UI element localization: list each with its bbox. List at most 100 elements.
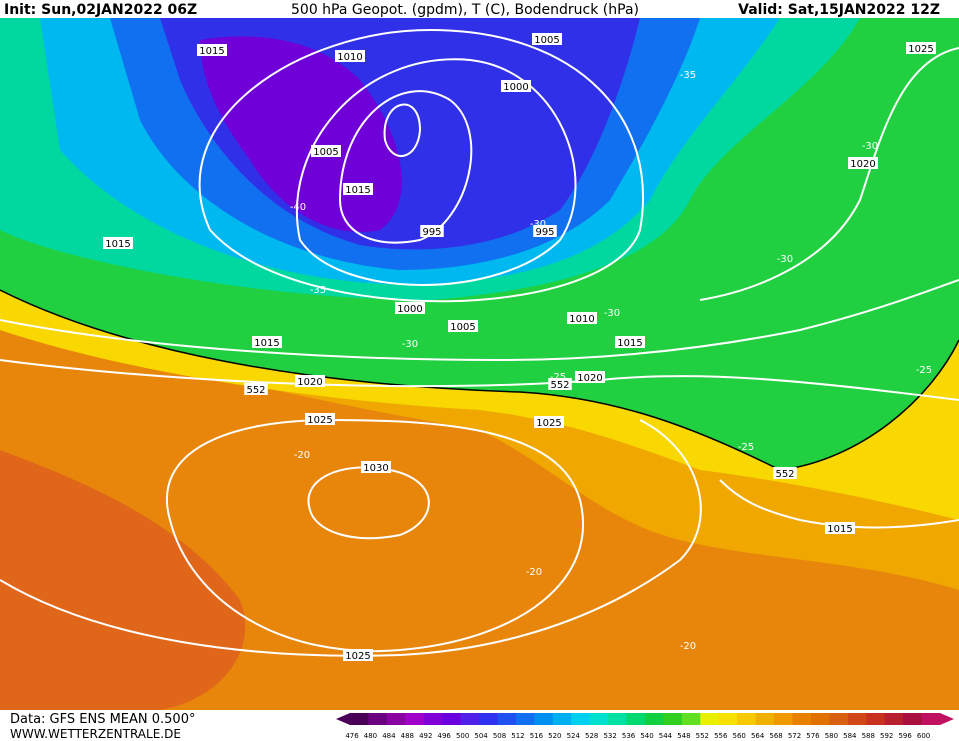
colorbar-arrow-left xyxy=(336,713,350,725)
colorbar-tick-label: 576 xyxy=(806,732,820,740)
pressure-label: 1025 xyxy=(536,418,561,429)
pressure-label: 1000 xyxy=(503,82,528,93)
colorbar-swatch xyxy=(645,713,664,725)
colorbar-tick-label: 488 xyxy=(401,732,414,740)
pressure-label: 1005 xyxy=(450,322,475,333)
init-time: Init: Sun,02JAN2022 06Z xyxy=(4,2,197,18)
colorbar-swatch xyxy=(737,713,757,725)
temperature-label: -30 xyxy=(530,219,546,230)
label-box xyxy=(395,302,425,314)
label-box xyxy=(615,336,645,348)
colorbar-tick-label: 548 xyxy=(677,732,690,740)
label-box xyxy=(548,378,572,390)
contour-552 xyxy=(0,289,959,471)
pressure-label: 995 xyxy=(422,227,441,238)
pressure-label: 1000 xyxy=(397,304,422,315)
label-box xyxy=(420,225,444,237)
pressure-label: 1025 xyxy=(908,44,933,55)
colorbar-swatch xyxy=(442,713,462,725)
colorbar-tick-label: 524 xyxy=(567,732,581,740)
colorbar-tick-label: 512 xyxy=(511,732,524,740)
label-box xyxy=(501,80,531,92)
colorbar-swatch xyxy=(663,713,683,725)
colorbar-tick-label: 544 xyxy=(659,732,673,740)
temperature-label: -30 xyxy=(402,339,418,350)
colorbar-tick-label: 564 xyxy=(751,732,765,740)
temperature-label: -30 xyxy=(862,141,878,152)
label-box xyxy=(335,50,365,62)
colorbar-tick-label: 600 xyxy=(917,732,930,740)
colorbar-tick-label: 596 xyxy=(898,732,912,740)
colorbar-swatch xyxy=(774,713,793,725)
label-box xyxy=(103,237,133,249)
colorbar-swatch xyxy=(718,713,738,725)
colorbar-swatch xyxy=(589,713,609,725)
colorbar-swatch xyxy=(681,713,701,725)
colorbar-tick-label: 580 xyxy=(825,732,838,740)
pressure-label: 1020 xyxy=(850,159,875,170)
colorbar-tick-label: 536 xyxy=(622,732,636,740)
label-box xyxy=(305,413,335,425)
valid-time: Valid: Sat,15JAN2022 12Z xyxy=(738,2,940,18)
label-box xyxy=(532,33,562,45)
label-box xyxy=(575,371,605,383)
temperature-label: -35 xyxy=(310,285,326,296)
colorbar-swatch xyxy=(368,713,388,725)
label-box xyxy=(361,461,391,473)
temperature-label: -30 xyxy=(777,254,793,265)
temperature-label: -25 xyxy=(916,365,932,376)
temperature-label: -20 xyxy=(526,567,542,578)
colorbar-swatch xyxy=(552,713,572,725)
colorbar-tick-label: 496 xyxy=(438,732,452,740)
colorbar-swatch xyxy=(479,713,498,725)
colorbar-tick-label: 516 xyxy=(530,732,544,740)
colorbar-swatch xyxy=(866,713,886,725)
pressure-label: 1020 xyxy=(297,377,322,388)
pressure-label: 1025 xyxy=(307,415,332,426)
colorbar-swatch xyxy=(903,713,923,725)
temperature-label: -25 xyxy=(550,372,566,383)
colorbar-tick-label: 476 xyxy=(345,732,359,740)
pressure-label: 1025 xyxy=(345,651,370,662)
colorbar-tick-label: 504 xyxy=(474,732,488,740)
colorbar-swatch xyxy=(700,713,720,725)
colorbar-swatch xyxy=(405,713,425,725)
colorbar-tick-label: 560 xyxy=(733,732,746,740)
colorbar-tick-label: 552 xyxy=(696,732,709,740)
colorbar-swatch xyxy=(350,713,369,725)
colorbar-swatch xyxy=(534,713,554,725)
label-box xyxy=(343,649,373,661)
colorbar-tick-label: 480 xyxy=(364,732,377,740)
label-box xyxy=(533,225,557,237)
colorbar-tick-label: 492 xyxy=(419,732,432,740)
label-box xyxy=(244,383,268,395)
colorbar-swatch xyxy=(608,713,628,725)
colorbar-swatch xyxy=(884,713,904,725)
colorbar-swatch xyxy=(792,713,812,725)
colorbar-tick-label: 588 xyxy=(862,732,875,740)
colorbar-tick-label: 532 xyxy=(603,732,616,740)
colorbar-tick-label: 508 xyxy=(493,732,506,740)
height-label: 552 xyxy=(775,469,794,480)
pressure-label: 1010 xyxy=(337,52,362,63)
pressure-label: 1005 xyxy=(534,35,559,46)
label-box xyxy=(295,375,325,387)
header-bar xyxy=(0,0,959,18)
colorbar-tick-label: 540 xyxy=(640,732,653,740)
colorbar-tick-label: 528 xyxy=(585,732,598,740)
temperature-label: -40 xyxy=(290,202,306,213)
band-dark-orange xyxy=(0,450,246,710)
temperature-label: -35 xyxy=(680,70,696,81)
colorbar-tick-label: 592 xyxy=(880,732,893,740)
colorbar-tick-label: 568 xyxy=(769,732,782,740)
pressure-label: 1015 xyxy=(827,524,852,535)
contour-labels: 1015 1010 1005 1025 -35 1000 -30 1005 1020 1015 -4… xyxy=(103,33,936,662)
band-yellow xyxy=(0,290,959,520)
colorbar: 476 480 484 488 492 496 500 504 508 512 516 520 524 5… xyxy=(336,713,954,740)
map-field xyxy=(0,18,959,710)
colorbar-swatch xyxy=(626,713,646,725)
pressure-label: 1015 xyxy=(617,338,642,349)
pressure-label: 1015 xyxy=(254,338,279,349)
colorbar-swatch xyxy=(810,713,830,725)
pressure-label: 1030 xyxy=(363,463,388,474)
